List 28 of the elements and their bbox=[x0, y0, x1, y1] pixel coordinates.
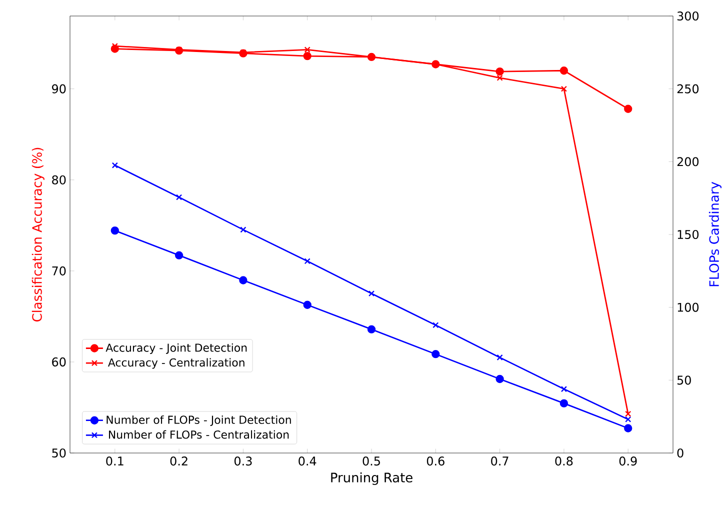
x-tick-label: 0.1 bbox=[106, 456, 124, 466]
y-tick-label: 70 bbox=[52, 266, 66, 276]
x-tick-label: 0.9 bbox=[619, 456, 637, 466]
y2-tick-label: 200 bbox=[677, 157, 699, 166]
y-axis-title: Classification Accuracy (%) bbox=[32, 148, 44, 322]
x-tick-label: 0.7 bbox=[491, 456, 508, 466]
x-tick-label: 0.6 bbox=[426, 456, 444, 466]
y-tick-label: 60 bbox=[52, 357, 66, 366]
legend-label: Number of FLOPs - Centralization bbox=[108, 430, 289, 439]
y-tick-label: 80 bbox=[52, 175, 66, 184]
x-axis-title: Pruning Rate bbox=[331, 472, 412, 485]
y2-tick-label: 100 bbox=[678, 302, 699, 312]
x-tick-label: 0.4 bbox=[298, 456, 316, 466]
x-tick-label: 0.5 bbox=[362, 456, 380, 466]
legend-label: Accuracy - Joint Detection bbox=[106, 343, 247, 354]
x-tick-label: 0.8 bbox=[555, 456, 573, 466]
y-tick-label: 90 bbox=[52, 84, 66, 94]
y2-tick-label: 150 bbox=[678, 230, 699, 240]
x-tick-label: 0.3 bbox=[234, 456, 252, 466]
legend-label: Accuracy - Centralization bbox=[108, 358, 244, 369]
y2-tick-label: 300 bbox=[677, 11, 699, 21]
legend-label: Number of FLOPs - Joint Detection bbox=[106, 415, 291, 426]
y-tick-label: 50 bbox=[52, 448, 66, 458]
x-tick-label: 0.2 bbox=[170, 456, 188, 466]
y2-axis-title: FLOPs Cardinary bbox=[708, 182, 722, 286]
y2-tick-label: 0 bbox=[677, 448, 684, 458]
y2-tick-label: 50 bbox=[677, 376, 691, 385]
y2-tick-label: 250 bbox=[677, 84, 699, 94]
